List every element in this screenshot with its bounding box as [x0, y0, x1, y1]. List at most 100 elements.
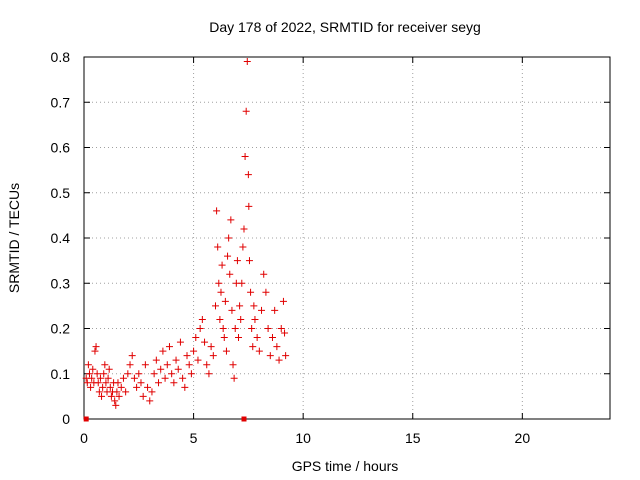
data-point: [168, 370, 176, 378]
x-tick-label: 10: [295, 430, 311, 446]
data-point: [213, 207, 221, 215]
data-point: [275, 356, 283, 364]
data-point: [255, 347, 263, 355]
data-point: [220, 334, 228, 342]
data-point: [133, 383, 141, 391]
data-point: [249, 343, 257, 351]
data-point: [268, 334, 276, 342]
data-point: [250, 302, 258, 310]
data-point: [248, 325, 256, 332]
y-tick-label: 0.6: [51, 140, 71, 156]
data-point: [198, 315, 206, 323]
data-point: [104, 374, 112, 382]
data-point: [87, 383, 95, 391]
y-axis-label: SRMTID / TECUs: [6, 183, 22, 293]
data-point: [92, 343, 100, 351]
data-point: [242, 107, 250, 115]
data-point: [239, 243, 247, 251]
data-point: [228, 306, 236, 314]
data-point: [95, 388, 103, 396]
data-point: [243, 58, 251, 66]
data-point: [111, 397, 119, 405]
data-point: [230, 374, 238, 382]
data-point: [148, 388, 156, 396]
data-point: [114, 379, 122, 387]
data-point: [236, 302, 244, 310]
data-point: [282, 352, 290, 360]
data-point: [244, 171, 252, 179]
data-point: [229, 361, 237, 369]
data-point: [251, 315, 259, 323]
data-point: [137, 379, 145, 387]
data-point: [207, 343, 215, 351]
data-point: [163, 361, 171, 369]
data-point: [185, 361, 193, 369]
data-point: [279, 297, 287, 305]
data-point: [224, 252, 232, 260]
grid-lines: [84, 57, 610, 419]
data-point: [102, 379, 110, 387]
data-point: [226, 270, 234, 278]
data-point: [216, 315, 224, 323]
data-point: [105, 365, 113, 373]
y-tick-label: 0.3: [51, 275, 71, 291]
data-point: [98, 392, 106, 400]
data-point: [264, 325, 272, 332]
y-tick-label: 0.5: [51, 185, 71, 201]
data-point: [262, 288, 270, 296]
data-points: [82, 58, 290, 422]
data-point: [218, 261, 226, 269]
data-point: [150, 370, 158, 378]
data-point: [219, 325, 227, 332]
data-point: [126, 361, 134, 369]
data-point: [152, 356, 160, 364]
y-tick-label: 0.1: [51, 366, 71, 382]
data-point: [277, 325, 285, 332]
data-point: [209, 352, 217, 360]
plot-frame: [83, 56, 611, 420]
data-point: [241, 153, 249, 161]
data-point: [135, 370, 143, 378]
data-point: [187, 370, 195, 378]
data-point: [88, 374, 96, 382]
data-point: [119, 374, 127, 382]
x-tick-label: 15: [405, 430, 421, 446]
data-point: [258, 306, 266, 314]
data-point: [83, 379, 91, 387]
data-point: [113, 388, 121, 396]
data-point: [221, 297, 229, 305]
data-point: [260, 270, 268, 278]
y-tick-label: 0.8: [51, 49, 71, 65]
data-point: [161, 374, 169, 382]
data-point: [112, 401, 120, 409]
data-point: [157, 365, 165, 373]
data-point: [238, 279, 246, 287]
data-point: [124, 370, 132, 378]
x-tick-label: 20: [515, 430, 531, 446]
data-point: [253, 334, 261, 342]
data-point: [237, 315, 245, 323]
y-tick-label: 0.4: [51, 230, 71, 246]
data-point: [101, 361, 109, 369]
data-point: [194, 356, 202, 364]
data-point: [122, 388, 130, 396]
data-point: [141, 361, 149, 369]
data-point: [212, 302, 219, 310]
data-point: [176, 338, 184, 346]
x-tick-labels: 0 5 10 15 20: [80, 430, 530, 446]
data-point: [130, 374, 138, 382]
x-tick-label: 5: [190, 430, 198, 446]
data-point: [181, 383, 189, 391]
data-point: [271, 306, 279, 314]
data-point: [266, 352, 274, 360]
data-point: [235, 334, 243, 342]
data-point: [205, 370, 213, 378]
data-point: [115, 392, 123, 400]
data-point: [94, 379, 102, 387]
data-point: [85, 370, 93, 378]
data-point: [155, 379, 163, 387]
data-point: [281, 329, 289, 337]
y-tick-label: 0: [62, 411, 70, 427]
data-point: [144, 383, 152, 391]
